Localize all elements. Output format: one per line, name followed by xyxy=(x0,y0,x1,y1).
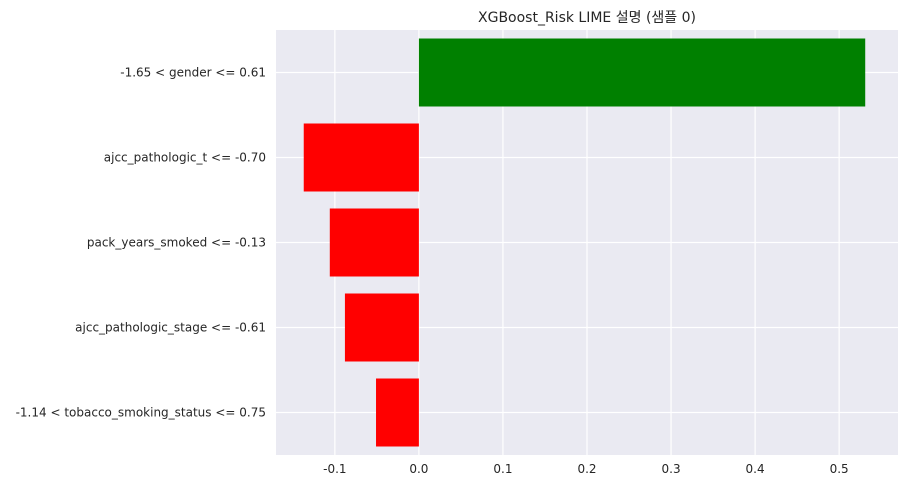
bar-4 xyxy=(376,378,419,447)
y-tick-label: ajcc_pathologic_stage <= -0.61 xyxy=(75,321,266,335)
x-tick-label: 0.2 xyxy=(577,462,596,476)
x-tick-label: 0.5 xyxy=(830,462,849,476)
y-tick-label: -1.14 < tobacco_smoking_status <= 0.75 xyxy=(16,406,266,420)
x-tick-label: -0.1 xyxy=(323,462,346,476)
y-tick-label: pack_years_smoked <= -0.13 xyxy=(87,236,266,250)
y-tick-labels: -1.65 < gender <= 0.61 ajcc_pathologic_t … xyxy=(16,66,266,420)
x-tick-label: 0.0 xyxy=(409,462,428,476)
bars xyxy=(303,38,866,447)
x-tick-label: 0.3 xyxy=(662,462,681,476)
x-tick-label: 0.1 xyxy=(493,462,512,476)
chart-title: XGBoost_Risk LIME 설명 (샘플 0) xyxy=(478,10,696,26)
y-tick-label: -1.65 < gender <= 0.61 xyxy=(120,66,266,80)
bar-1 xyxy=(303,123,419,192)
x-tick-labels: -0.1 0.0 0.1 0.2 0.3 0.4 0.5 xyxy=(323,462,849,476)
y-tick-label: ajcc_pathologic_t <= -0.70 xyxy=(104,151,266,165)
bar-2 xyxy=(329,208,419,277)
x-tick-label: 0.4 xyxy=(746,462,765,476)
bar-3 xyxy=(344,293,419,362)
bar-0 xyxy=(418,38,866,107)
